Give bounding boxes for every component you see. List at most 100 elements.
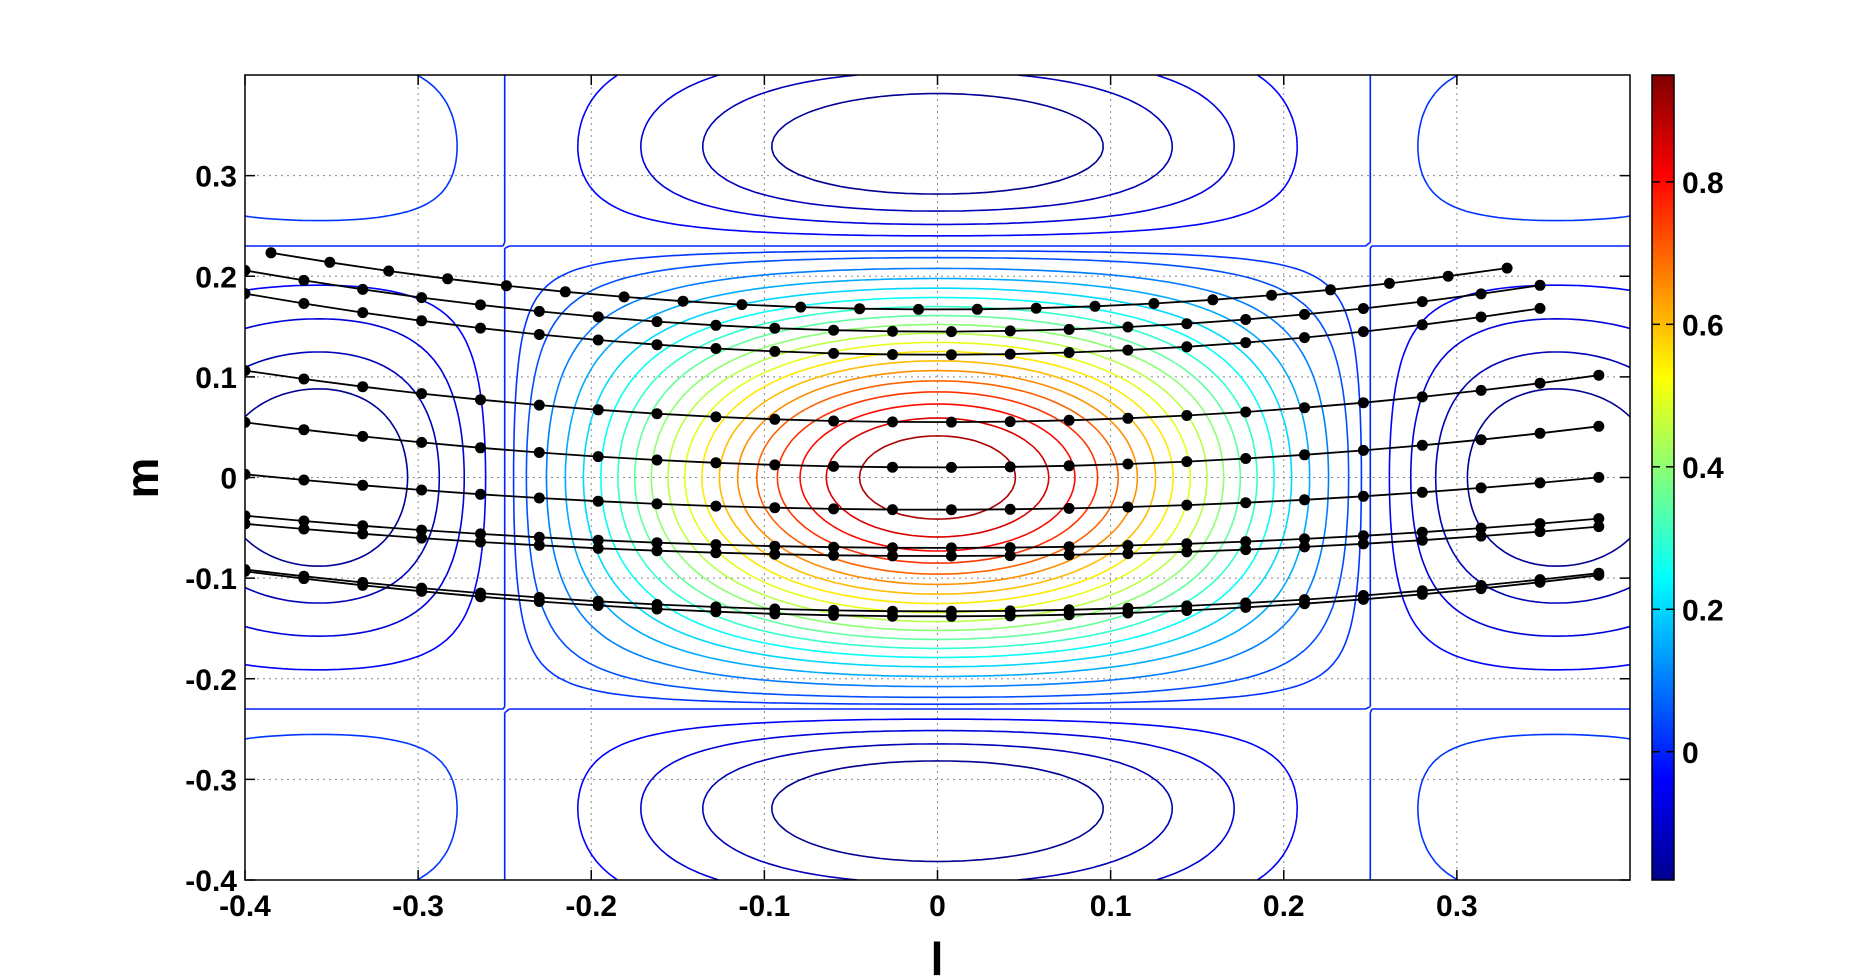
track-point <box>1416 296 1428 308</box>
track-point <box>887 349 898 360</box>
track-point <box>828 347 840 359</box>
contour-level <box>582 287 1293 668</box>
track-point <box>1181 341 1193 353</box>
track-point <box>245 565 251 577</box>
track-point <box>710 457 722 469</box>
track-point <box>828 549 840 561</box>
track-point <box>1063 414 1075 426</box>
track-point <box>265 247 277 259</box>
track-point <box>1240 601 1252 613</box>
track-point <box>971 303 983 315</box>
track-point <box>592 404 604 416</box>
track-point <box>357 579 369 591</box>
colorbar-gradient <box>1651 74 1675 881</box>
track-point <box>245 264 251 276</box>
track-point <box>1063 549 1075 561</box>
track-point <box>1004 503 1016 515</box>
track-point <box>1593 420 1605 432</box>
x-tick-label: 0.2 <box>1263 890 1305 923</box>
track-point <box>592 542 604 554</box>
y-axis-label: m <box>116 458 168 499</box>
track-point <box>1299 598 1310 610</box>
x-tick-label: 0.1 <box>1090 890 1132 923</box>
track-point <box>298 424 310 436</box>
track-point <box>245 518 251 530</box>
track-point <box>533 399 545 411</box>
track-point <box>710 539 722 551</box>
track-point <box>710 547 722 559</box>
track-point <box>651 498 663 510</box>
track-point <box>887 504 898 516</box>
tracks <box>245 247 1605 622</box>
track-point <box>357 381 369 393</box>
track-point <box>887 461 898 473</box>
track-point <box>1004 461 1016 473</box>
track-point <box>533 492 545 504</box>
track-point <box>1063 502 1075 514</box>
colorbar-tick-label: 0.4 <box>1682 452 1724 485</box>
track-point <box>1181 456 1193 468</box>
track-line <box>245 568 1599 613</box>
track-point <box>945 326 957 338</box>
track-point <box>828 503 840 515</box>
track-point <box>416 315 428 327</box>
contour-level <box>776 391 1099 564</box>
y-tick-label: -0.1 <box>185 563 237 596</box>
contour-lines <box>245 75 1630 880</box>
track-point <box>945 550 957 562</box>
grid-lines <box>245 75 1630 880</box>
track-point <box>651 603 663 615</box>
track-point <box>1416 391 1428 403</box>
track-point <box>1122 540 1134 551</box>
track-point <box>1593 513 1605 525</box>
track-point <box>1357 326 1369 338</box>
track-point <box>1475 311 1487 323</box>
x-tick-label: -0.3 <box>392 890 444 923</box>
track-point <box>1475 530 1487 542</box>
track-point <box>559 286 571 298</box>
track-point <box>1534 427 1546 439</box>
track-point <box>945 416 957 428</box>
contour-level <box>718 360 1157 595</box>
track-line <box>270 251 1508 311</box>
track-point <box>913 303 924 315</box>
track-point <box>769 345 781 357</box>
track-point <box>1534 576 1546 588</box>
track-point <box>1534 377 1546 389</box>
track-point <box>1063 347 1075 358</box>
track-point <box>1357 444 1369 456</box>
track-point <box>1004 610 1016 622</box>
track-point <box>475 528 486 540</box>
track-point <box>1299 332 1310 344</box>
contour-level <box>245 75 1630 880</box>
track-point <box>1475 482 1487 494</box>
colorbar-tick-label: 0.6 <box>1682 309 1724 342</box>
contour-level <box>600 296 1275 659</box>
y-tick-label: -0.3 <box>185 764 237 797</box>
track-point <box>1593 471 1605 483</box>
track-point <box>651 339 663 351</box>
track-point <box>887 542 898 554</box>
track-point <box>1089 300 1101 312</box>
track-point <box>245 288 251 300</box>
track-point <box>945 610 957 622</box>
track-point <box>475 591 486 603</box>
track-point <box>1593 569 1605 581</box>
track-point <box>1240 337 1252 349</box>
track-point <box>887 610 898 622</box>
track-line <box>245 522 1599 557</box>
track-point <box>1299 449 1310 461</box>
track-line <box>245 570 1599 618</box>
track-line <box>245 473 1599 511</box>
track-point <box>357 520 369 532</box>
track-line <box>245 514 1599 549</box>
track-point <box>533 305 545 317</box>
track-point <box>677 295 689 307</box>
track-point <box>357 283 369 295</box>
track-point <box>1357 538 1369 550</box>
track-point <box>1181 318 1193 330</box>
track-point <box>1475 583 1487 595</box>
x-tick-label: 0.3 <box>1436 890 1478 923</box>
track-point <box>592 311 604 323</box>
track-point <box>1534 526 1546 538</box>
